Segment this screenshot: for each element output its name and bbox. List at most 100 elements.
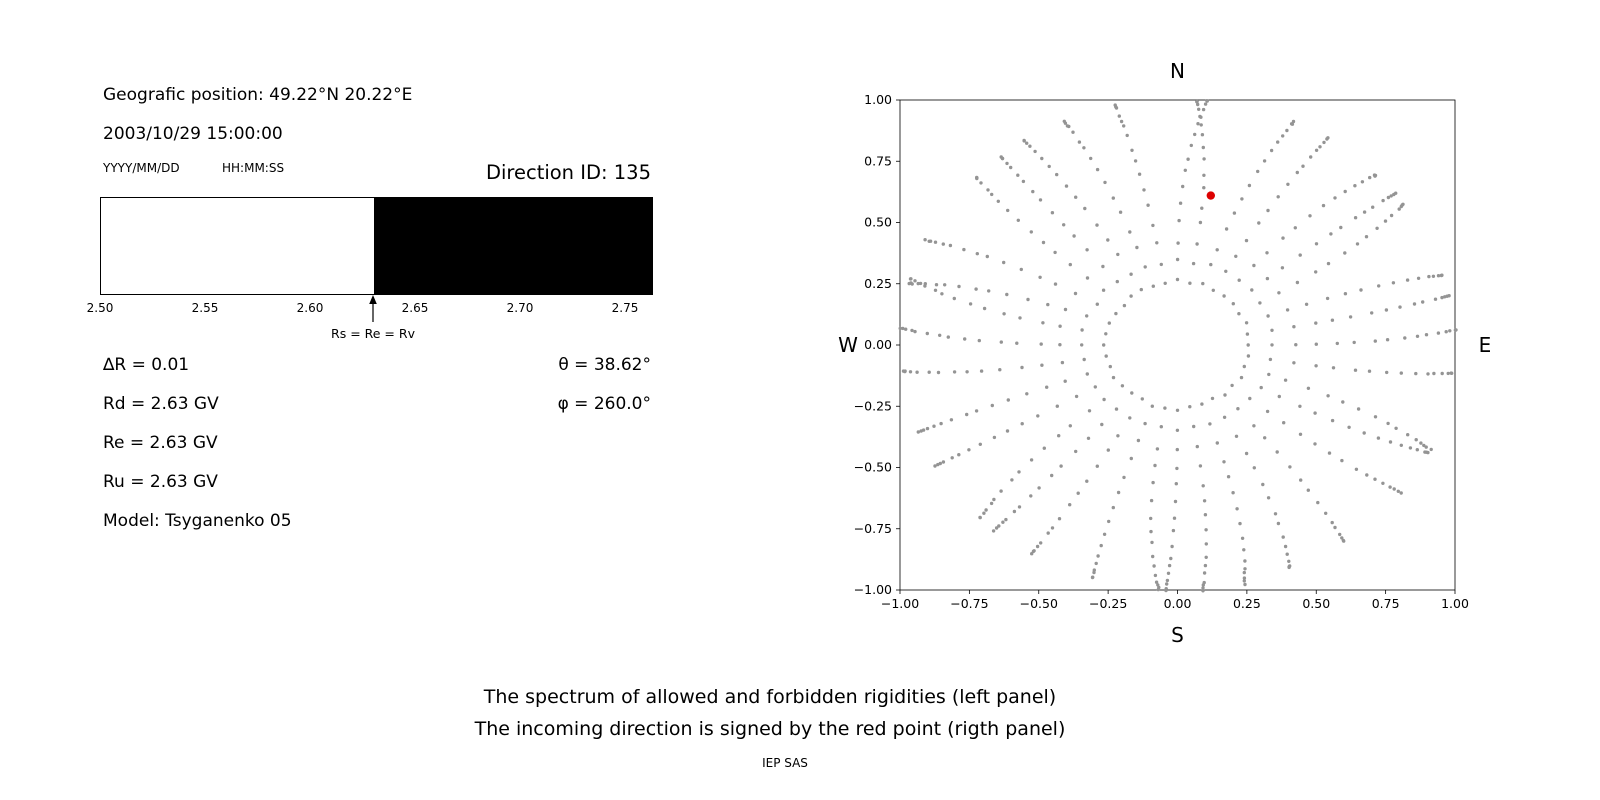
- direction-grid-dot: [1170, 544, 1174, 549]
- direction-grid-dot: [952, 296, 956, 301]
- direction-grid-dot: [1041, 240, 1046, 245]
- direction-grid-dot: [965, 370, 969, 374]
- direction-grid-dot: [1354, 467, 1359, 471]
- spectrum-tick-label: 2.50: [86, 301, 114, 315]
- direction-grid-dot: [1093, 385, 1097, 389]
- direction-grid-dot: [1157, 585, 1161, 590]
- direction-grid-dot: [1266, 314, 1270, 318]
- direction-grid-dot: [1277, 394, 1281, 399]
- direction-grid-dot: [1386, 421, 1390, 426]
- plot-frame: [899, 99, 1456, 591]
- spectrum-tick-label: 2.55: [191, 301, 219, 315]
- direction-grid-dot: [1367, 369, 1372, 373]
- direction-grid-dot: [938, 333, 942, 337]
- delta-r-value: ∆R = 0.01: [103, 355, 190, 375]
- direction-grid-dot: [1118, 210, 1123, 214]
- direction-grid-dot: [1010, 478, 1014, 482]
- direction-grid-dot: [1244, 451, 1249, 456]
- datetime-text: 2003/10/29 15:00:00: [103, 124, 283, 144]
- direction-grid-dot: [1094, 561, 1098, 566]
- direction-grid-dot: [1096, 554, 1100, 558]
- direction-grid-dot: [1377, 284, 1381, 288]
- direction-grid-dot: [1373, 477, 1377, 481]
- direction-grid-dot: [1203, 102, 1208, 106]
- direction-grid-dot: [1340, 536, 1344, 540]
- direction-grid-dot: [1316, 500, 1320, 505]
- direction-grid-dot: [1074, 449, 1078, 454]
- direction-grid-dot: [994, 526, 999, 530]
- direction-grid-dot: [1102, 397, 1106, 402]
- direction-grid-dot: [1166, 571, 1171, 575]
- direction-grid-dot: [1199, 123, 1203, 127]
- direction-grid-dot: [1177, 218, 1181, 223]
- direction-grid-dot: [1111, 505, 1115, 510]
- direction-grid-dot: [1174, 482, 1178, 486]
- direction-grid-dot: [1146, 203, 1150, 207]
- direction-grid-dot: [1085, 314, 1089, 318]
- direction-grid-dot: [1095, 223, 1099, 227]
- direction-grid-dot: [1427, 274, 1431, 279]
- direction-grid-dot: [1107, 321, 1111, 325]
- spectrum-x-axis-ticks: 2.50 2.55 2.60 2.65 2.70 2.75: [87, 301, 651, 315]
- direction-grid-dot: [1426, 372, 1430, 376]
- direction-grid-dot: [901, 326, 905, 331]
- direction-grid-dot: [1314, 364, 1318, 368]
- direction-grid-dot: [1050, 211, 1055, 215]
- direction-grid-dot: [1222, 460, 1226, 464]
- cutoff-arrow-icon: [369, 295, 377, 322]
- direction-grid-dot: [1042, 446, 1046, 450]
- direction-grid-dot: [1165, 578, 1170, 583]
- direction-grid-dot: [1237, 278, 1241, 282]
- direction-grid-dot: [1208, 422, 1212, 426]
- x-tick-label: −0.25: [1089, 596, 1127, 611]
- direction-grid-dot: [1063, 379, 1067, 383]
- compass-east-label: E: [1479, 333, 1492, 357]
- direction-grid-dot: [1201, 107, 1206, 112]
- x-tick-label: 0.25: [1233, 596, 1261, 611]
- spectrum-tick-label: 2.75: [611, 301, 639, 315]
- direction-grid-dot: [939, 421, 943, 426]
- direction-grid-dot: [967, 448, 971, 452]
- direction-grid-dot: [1421, 300, 1425, 304]
- direction-grid-dot: [1119, 119, 1124, 124]
- direction-grid-dot: [1005, 292, 1009, 297]
- direction-grid-dot: [1388, 440, 1393, 444]
- direction-grid-dot: [979, 369, 984, 373]
- direction-grid-dot: [1314, 321, 1318, 325]
- direction-grid-dot: [936, 462, 940, 467]
- direction-grid-dot: [1076, 491, 1080, 495]
- direction-grid-dot: [1083, 206, 1087, 211]
- direction-grid-dot: [1091, 575, 1095, 579]
- direction-grid-dot: [1171, 528, 1176, 533]
- direction-grid-dot: [1353, 184, 1357, 188]
- direction-grid-dot: [1186, 157, 1190, 161]
- direction-grid-dot: [1028, 144, 1032, 148]
- direction-grid-dot: [987, 289, 991, 293]
- direction-grid-dot: [1165, 582, 1169, 586]
- direction-grid-dot: [1022, 139, 1026, 143]
- direction-grid-dot: [1248, 396, 1252, 401]
- direction-grid-dot: [1114, 407, 1119, 411]
- direction-grid-dot: [1018, 316, 1022, 320]
- direction-grid-dot: [1082, 146, 1086, 150]
- direction-grid-dot: [1405, 278, 1410, 282]
- direction-grid-dot: [1143, 265, 1147, 269]
- direction-grid-dot: [1266, 208, 1270, 213]
- direction-grid-dot: [1281, 134, 1285, 138]
- direction-grid-dot: [1085, 479, 1089, 483]
- direction-grid-dot: [1242, 579, 1246, 583]
- direction-grid-dot: [1198, 220, 1203, 225]
- direction-grid-dot: [1398, 305, 1402, 309]
- direction-grid-dot: [1355, 242, 1360, 246]
- direction-grid-dot: [1406, 433, 1410, 437]
- direction-grid-dot: [1210, 396, 1215, 401]
- direction-grid-dot: [1002, 260, 1006, 265]
- direction-grid-dot: [1129, 456, 1133, 461]
- direction-grid-dot: [1243, 567, 1247, 571]
- direction-grid-dot: [1062, 119, 1066, 124]
- direction-grid-dot: [901, 369, 906, 373]
- direction-grid-dot: [1057, 517, 1062, 521]
- direction-grid-dot: [1399, 491, 1403, 495]
- y-tick-label: 0.25: [864, 276, 892, 291]
- direction-grid-dot: [1265, 276, 1270, 281]
